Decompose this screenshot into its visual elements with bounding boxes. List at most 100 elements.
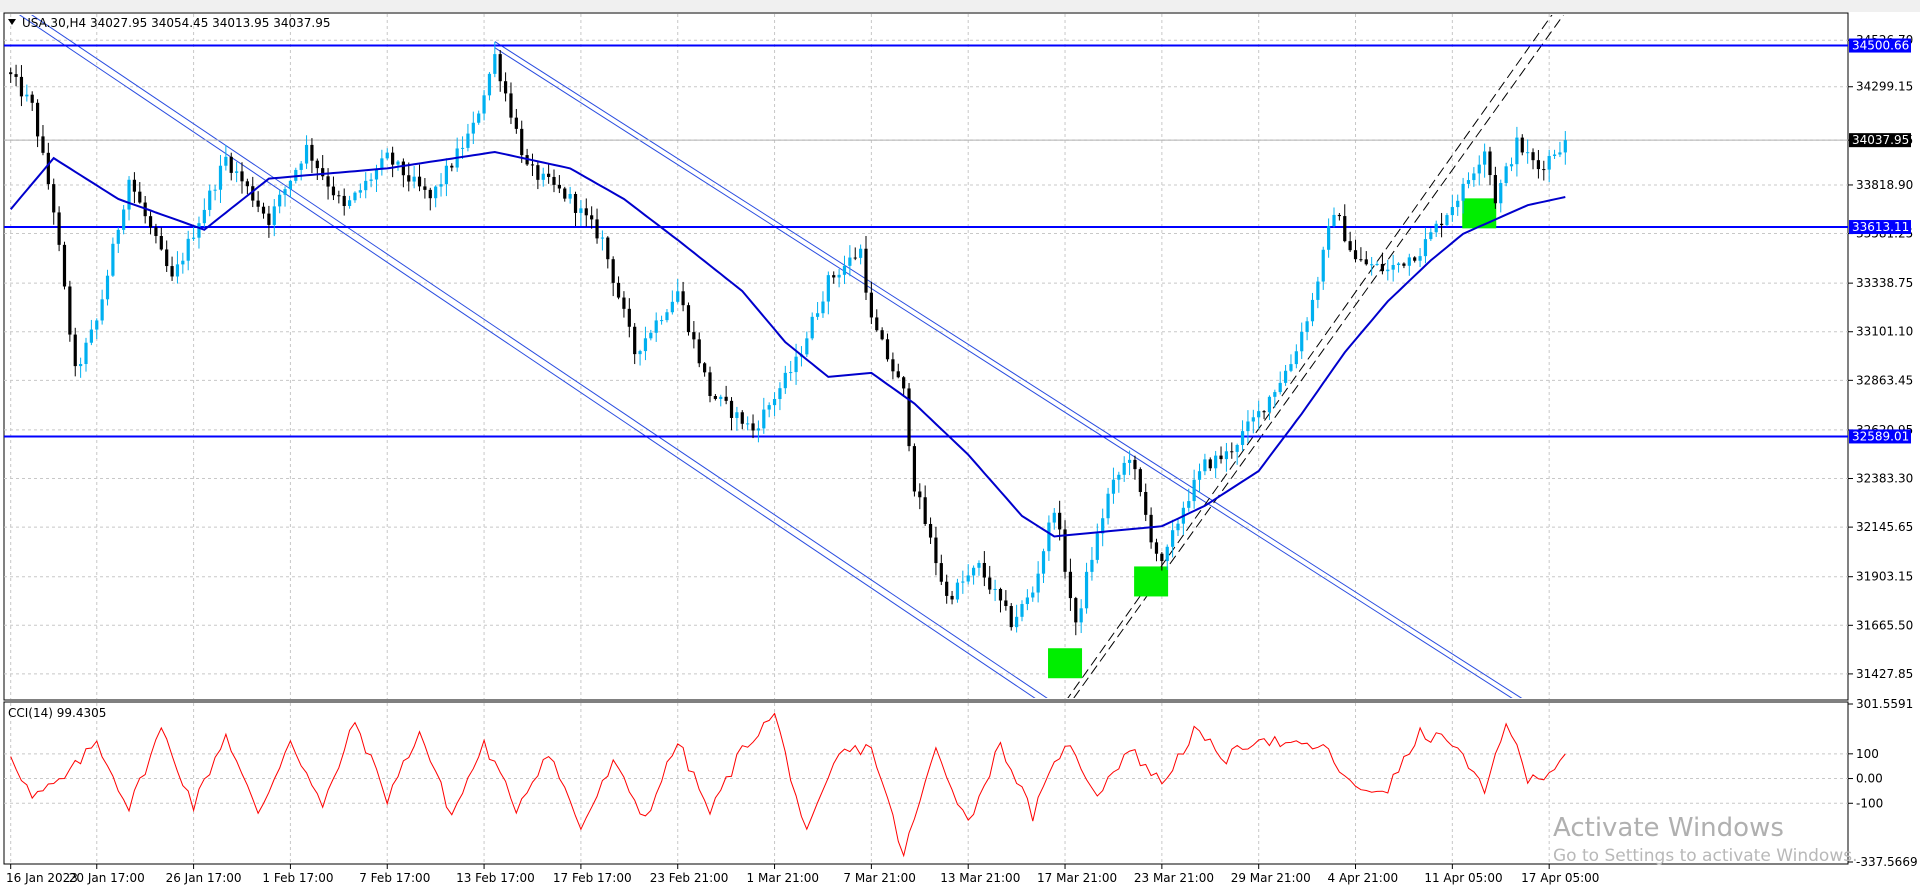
candle-body: [600, 237, 605, 239]
candle-body: [1074, 598, 1078, 623]
candle-body: [439, 184, 443, 187]
candle-body: [961, 581, 965, 583]
candle-body: [1423, 239, 1428, 257]
candle-body: [762, 409, 766, 429]
candle-body: [627, 308, 631, 327]
candle-body: [213, 189, 217, 191]
x-tick-label: 23 Mar 21:00: [1134, 871, 1214, 885]
x-tick-label: 26 Jan 17:00: [166, 871, 242, 885]
candle-body: [1111, 479, 1116, 494]
watermark-title: Activate Windows: [1553, 813, 1784, 843]
candle-body: [1316, 281, 1320, 300]
candle-body: [369, 179, 373, 181]
candle-body: [681, 291, 685, 306]
channel-line[interactable]: [494, 41, 1528, 703]
candle-body: [46, 152, 50, 185]
candle-body: [573, 193, 578, 213]
chart-title: USA.30,H4 34027.95 34054.45 34013.95 340…: [22, 16, 330, 30]
candle-body: [848, 257, 852, 266]
x-tick-label: 23 Feb 21:00: [650, 871, 729, 885]
dropdown-triangle-icon[interactable]: [8, 19, 16, 25]
cci-tick-label: 301.5591: [1856, 697, 1913, 711]
candle-body: [391, 152, 395, 165]
candle-body: [111, 243, 115, 276]
candle-body: [1058, 512, 1062, 530]
candle-body: [767, 405, 771, 410]
candle-body: [713, 395, 717, 399]
candle-body: [181, 260, 185, 265]
candle-body: [869, 292, 873, 318]
candle-body: [35, 102, 40, 137]
candle-body: [267, 213, 271, 225]
candle-body: [1063, 529, 1067, 572]
candle-body: [1004, 600, 1008, 607]
candle-body: [1203, 459, 1207, 472]
current-price-label: 34037.95: [1852, 133, 1909, 147]
candle-body: [568, 193, 572, 199]
signal-marker[interactable]: [1134, 566, 1169, 597]
candle-body: [1025, 597, 1029, 605]
candle-body: [1445, 215, 1449, 226]
candle-body: [138, 191, 142, 203]
candle-body: [536, 165, 540, 180]
candle-body: [1380, 263, 1385, 272]
main-grid: [4, 14, 1848, 699]
level-label: 34500.66: [1852, 39, 1909, 53]
signal-marker[interactable]: [1048, 648, 1083, 679]
candle-body: [1144, 491, 1148, 515]
candle-body: [278, 194, 282, 207]
candle-body: [772, 399, 777, 406]
candle-body: [1536, 160, 1541, 170]
candle-body: [358, 190, 362, 193]
signal-markers: [1048, 198, 1497, 679]
candle-body: [982, 562, 986, 578]
candle-body: [1122, 462, 1126, 475]
candle-body: [1499, 183, 1503, 204]
channel-line[interactable]: [11, 9, 1065, 719]
candle-body: [654, 320, 658, 333]
candle-body: [783, 372, 787, 389]
candle-body: [482, 95, 486, 114]
candle-body: [25, 94, 29, 97]
channel-line[interactable]: [11, 1, 1065, 711]
candle-body: [1224, 451, 1229, 460]
candle-body: [283, 189, 287, 195]
candle-body: [132, 179, 137, 192]
y-tick-label: 32145.65: [1856, 520, 1913, 534]
candle-body: [912, 446, 917, 492]
y-tick-label: 31427.85: [1856, 667, 1913, 681]
level-label-bg: [1849, 38, 1911, 53]
candle-body: [321, 168, 325, 177]
y-tick-label: 32383.30: [1856, 472, 1913, 486]
candle-body: [1466, 180, 1471, 184]
candle-body: [1305, 321, 1309, 332]
candle-body: [1197, 471, 1202, 480]
dashed-trendline[interactable]: [1065, 0, 1571, 702]
candle-body: [503, 81, 508, 94]
candle-body: [1267, 396, 1272, 413]
candle-body: [89, 329, 93, 343]
x-tick-label: 17 Apr 05:00: [1521, 871, 1599, 885]
candle-body: [821, 301, 825, 314]
candle-body: [417, 176, 422, 187]
candle-body: [1413, 257, 1417, 261]
candle-body: [606, 237, 610, 260]
cci-tick-label: -100: [1856, 796, 1883, 810]
candle-body: [1450, 207, 1454, 216]
candle-body: [552, 176, 556, 185]
candle-body: [1418, 256, 1422, 261]
x-tick-label: 1 Mar 21:00: [747, 871, 820, 885]
candle-body: [611, 259, 615, 283]
candle-body: [62, 244, 67, 287]
candle-body: [1526, 152, 1530, 154]
channel-line[interactable]: [494, 47, 1528, 709]
candle-body: [477, 113, 481, 123]
candle-body: [1273, 392, 1277, 397]
candle-body: [235, 171, 239, 173]
signal-marker[interactable]: [1462, 198, 1497, 229]
candle-body: [955, 582, 960, 600]
candle-body: [412, 176, 416, 182]
candle-body: [1370, 264, 1374, 266]
candle-body: [1052, 512, 1056, 523]
